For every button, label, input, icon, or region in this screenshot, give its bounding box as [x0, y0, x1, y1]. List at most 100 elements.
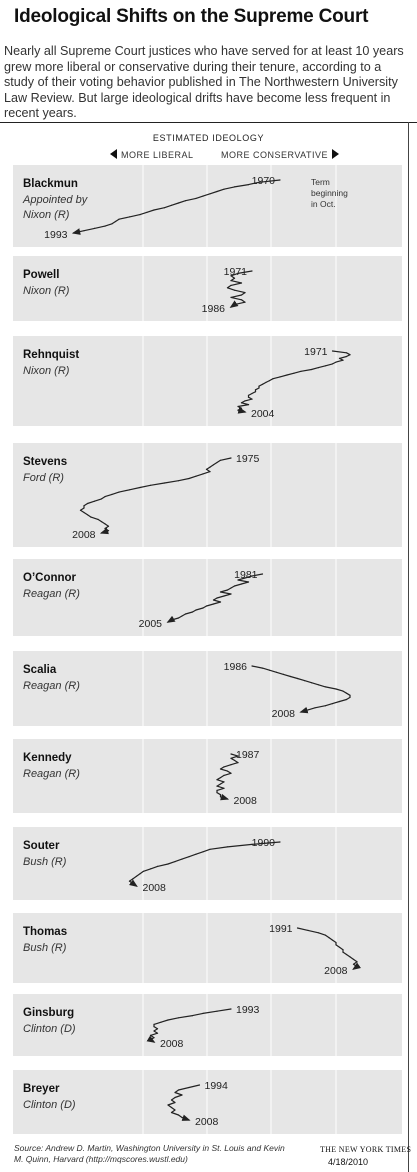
data-point	[160, 1021, 162, 1023]
start-year-label: 1975	[236, 453, 260, 465]
ideology-line	[79, 457, 232, 535]
data-point	[233, 289, 236, 291]
justice-panel-6	[13, 739, 402, 813]
data-point	[314, 707, 316, 709]
data-point	[328, 937, 330, 939]
data-point	[226, 287, 229, 289]
data-point	[202, 607, 204, 609]
data-point	[153, 209, 155, 211]
data-point	[254, 389, 257, 391]
data-point	[93, 227, 96, 229]
data-point	[107, 525, 110, 527]
data-point	[342, 949, 344, 951]
right-border	[408, 122, 409, 1172]
data-point	[230, 753, 232, 755]
data-point	[310, 368, 313, 371]
data-point	[223, 781, 225, 783]
data-point	[188, 1119, 190, 1121]
data-point	[296, 677, 299, 680]
data-point	[104, 527, 106, 530]
data-point	[132, 883, 134, 885]
justice-panel-0	[13, 165, 402, 247]
publication-date: 4/18/2010	[328, 1157, 369, 1167]
data-point	[191, 611, 194, 613]
data-point	[251, 392, 253, 395]
data-point	[139, 214, 141, 216]
data-point	[188, 477, 190, 480]
data-point	[153, 1026, 155, 1028]
data-point	[100, 532, 103, 534]
justice-name: Scalia	[23, 664, 57, 676]
data-point	[240, 282, 243, 284]
data-point	[209, 848, 211, 850]
data-point	[349, 696, 351, 699]
data-point	[177, 1017, 180, 1019]
data-point	[310, 682, 313, 684]
data-point	[219, 601, 222, 603]
data-point	[223, 766, 225, 768]
data-point	[202, 195, 204, 197]
data-point	[317, 932, 320, 934]
data-point	[233, 304, 236, 306]
data-point	[219, 768, 222, 770]
data-point	[233, 186, 236, 188]
end-year-label: 2008	[234, 795, 258, 807]
data-point	[230, 275, 232, 277]
data-point	[205, 468, 208, 470]
start-year-label: 1993	[236, 1004, 260, 1016]
data-point	[356, 961, 358, 963]
data-point	[149, 868, 152, 870]
data-point	[296, 927, 299, 929]
data-point	[219, 794, 222, 796]
data-point	[230, 284, 232, 286]
data-point	[338, 700, 341, 703]
data-point	[216, 1010, 218, 1012]
data-point	[153, 1041, 155, 1043]
data-point	[170, 1111, 173, 1114]
data-point	[118, 491, 120, 493]
data-point	[233, 759, 236, 762]
data-point	[174, 1091, 176, 1094]
data-point	[230, 306, 232, 308]
end-year-label: 2004	[251, 408, 275, 420]
data-point	[324, 686, 327, 688]
data-point	[324, 934, 327, 936]
data-point	[188, 856, 190, 858]
data-point	[219, 796, 222, 798]
data-point	[230, 772, 232, 774]
source-note: Source: Andrew D. Martin, Washington Uni…	[14, 1143, 285, 1164]
data-point	[184, 613, 187, 615]
data-point	[111, 493, 113, 495]
data-point	[352, 958, 355, 961]
data-point	[303, 680, 306, 682]
data-point	[174, 861, 176, 863]
data-point	[258, 387, 260, 389]
data-point	[167, 863, 169, 865]
data-point	[345, 953, 348, 956]
data-point	[251, 665, 253, 667]
ideology-line	[216, 753, 239, 801]
data-point	[251, 270, 253, 272]
justice-name: O’Connor	[23, 572, 77, 584]
data-point	[153, 1037, 155, 1039]
data-point	[86, 514, 89, 516]
data-point	[275, 671, 278, 673]
data-point	[261, 667, 264, 669]
data-point	[177, 202, 180, 204]
start-year-label: 1970	[252, 175, 276, 187]
data-point	[174, 1101, 176, 1104]
header-divider	[0, 122, 417, 123]
data-point	[352, 968, 355, 970]
ideology-line	[71, 179, 281, 235]
data-point	[219, 459, 222, 461]
data-point	[139, 486, 141, 489]
data-point	[177, 617, 180, 619]
data-point	[345, 355, 348, 358]
data-point	[181, 1094, 183, 1096]
data-point	[104, 523, 106, 525]
data-point	[191, 1015, 194, 1017]
data-point	[111, 223, 113, 225]
data-point	[244, 577, 246, 579]
data-point	[219, 591, 222, 593]
